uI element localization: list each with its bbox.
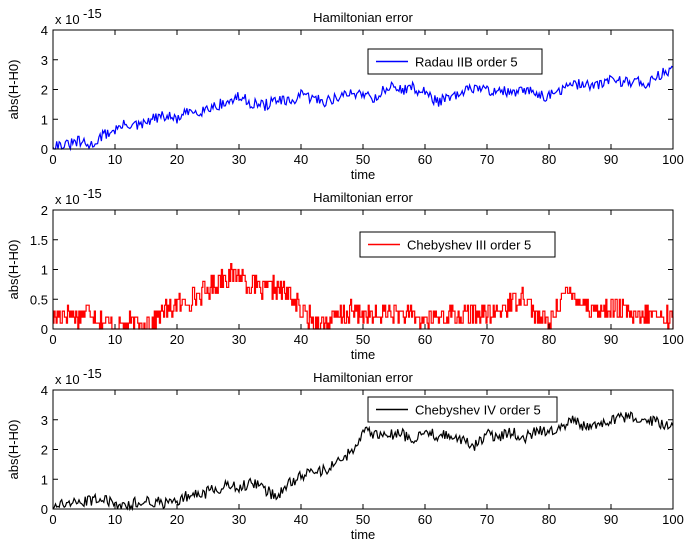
y-axis-label: abs(H-H0) — [6, 60, 21, 120]
legend-label: Radau IIB order 5 — [415, 55, 518, 70]
x-tick-label: 0 — [49, 512, 56, 527]
y-tick-label: 1.5 — [30, 233, 48, 248]
x-tick-label: 0 — [49, 152, 56, 167]
y-tick-label: 0.5 — [30, 292, 48, 307]
x-tick-label: 50 — [356, 152, 370, 167]
x-tick-label: 30 — [232, 332, 246, 347]
x-tick-label: 60 — [418, 512, 432, 527]
x-tick-label: 50 — [356, 512, 370, 527]
legend-label: Chebyshev IV order 5 — [415, 403, 541, 418]
legend: Chebyshev III order 5 — [359, 231, 556, 258]
y-exponent-label: x 10 — [55, 372, 80, 387]
x-tick-label: 80 — [542, 512, 556, 527]
x-tick-label: 20 — [170, 512, 184, 527]
x-tick-label: 70 — [480, 152, 494, 167]
x-tick-label: 40 — [294, 512, 308, 527]
y-tick-label: 3 — [41, 413, 48, 428]
x-tick-label: 80 — [542, 152, 556, 167]
y-axis-label: abs(H-H0) — [6, 240, 21, 300]
x-tick-label: 10 — [108, 332, 122, 347]
chart-title: Hamiltonian error — [313, 370, 413, 385]
x-tick-label: 90 — [604, 512, 618, 527]
y-tick-label: 2 — [41, 203, 48, 218]
y-exponent-power: -15 — [83, 366, 102, 381]
chart-title: Hamiltonian error — [313, 10, 413, 25]
y-tick-label: 0 — [41, 322, 48, 337]
x-tick-label: 40 — [294, 332, 308, 347]
x-tick-label: 90 — [604, 152, 618, 167]
plot-area — [53, 210, 673, 329]
y-axis-label: abs(H-H0) — [6, 420, 21, 480]
x-tick-label: 60 — [418, 332, 432, 347]
y-tick-label: 4 — [41, 383, 48, 398]
x-tick-label: 80 — [542, 332, 556, 347]
x-tick-label: 70 — [480, 512, 494, 527]
series-line-3 — [52, 411, 674, 512]
x-tick-label: 0 — [49, 332, 56, 347]
x-axis-label: time — [351, 167, 376, 182]
x-tick-label: 20 — [170, 152, 184, 167]
plot-area — [53, 390, 673, 509]
y-tick-label: 2 — [41, 443, 48, 458]
chart-title: Hamiltonian error — [313, 190, 413, 205]
y-tick-label: 1 — [41, 472, 48, 487]
chart-panel-2: 0 10 20 30 40 50 60 70 80 90 100 0 0.5 1 1.5 2 x 10 -15 Ha… — [6, 186, 684, 362]
x-tick-label: 20 — [170, 332, 184, 347]
x-tick-label: 70 — [480, 332, 494, 347]
x-axis-label: time — [351, 527, 376, 542]
x-tick-label: 30 — [232, 512, 246, 527]
x-axis-label: time — [351, 347, 376, 362]
y-tick-label: 2 — [41, 83, 48, 98]
series-line-2 — [53, 263, 674, 330]
y-tick-label: 1 — [41, 112, 48, 127]
x-tick-label: 30 — [232, 152, 246, 167]
chart-panel-3: 0 10 20 30 40 50 60 70 80 90 100 0 1 2 3 4 x 10 -15 Hamilt… — [6, 366, 684, 542]
y-exponent-label: x 10 — [55, 12, 80, 27]
y-tick-label: 0 — [41, 142, 48, 157]
legend: Radau IIB order 5 — [367, 48, 543, 75]
y-tick-label: 0 — [41, 502, 48, 517]
series-line-1 — [52, 65, 674, 152]
plot-area — [53, 30, 673, 149]
y-tick-label: 4 — [41, 23, 48, 38]
y-exponent-label: x 10 — [55, 192, 80, 207]
x-tick-label: 100 — [662, 512, 684, 527]
y-exponent-power: -15 — [83, 6, 102, 21]
x-tick-label: 10 — [108, 152, 122, 167]
x-tick-label: 60 — [418, 152, 432, 167]
y-tick-label: 1 — [41, 263, 48, 278]
y-exponent-power: -15 — [83, 186, 102, 201]
x-tick-label: 40 — [294, 152, 308, 167]
y-tick-label: 3 — [41, 53, 48, 68]
x-tick-label: 100 — [662, 332, 684, 347]
x-tick-label: 10 — [108, 512, 122, 527]
x-tick-label: 90 — [604, 332, 618, 347]
x-tick-label: 50 — [356, 332, 370, 347]
legend: Chebyshev IV order 5 — [367, 396, 558, 423]
chart-panel-1: 0 10 20 30 40 50 60 70 80 90 100 0 1 2 3 4 x 10 -15 Hamilt… — [6, 6, 684, 182]
x-tick-label: 100 — [662, 152, 684, 167]
legend-label: Chebyshev III order 5 — [407, 238, 531, 253]
